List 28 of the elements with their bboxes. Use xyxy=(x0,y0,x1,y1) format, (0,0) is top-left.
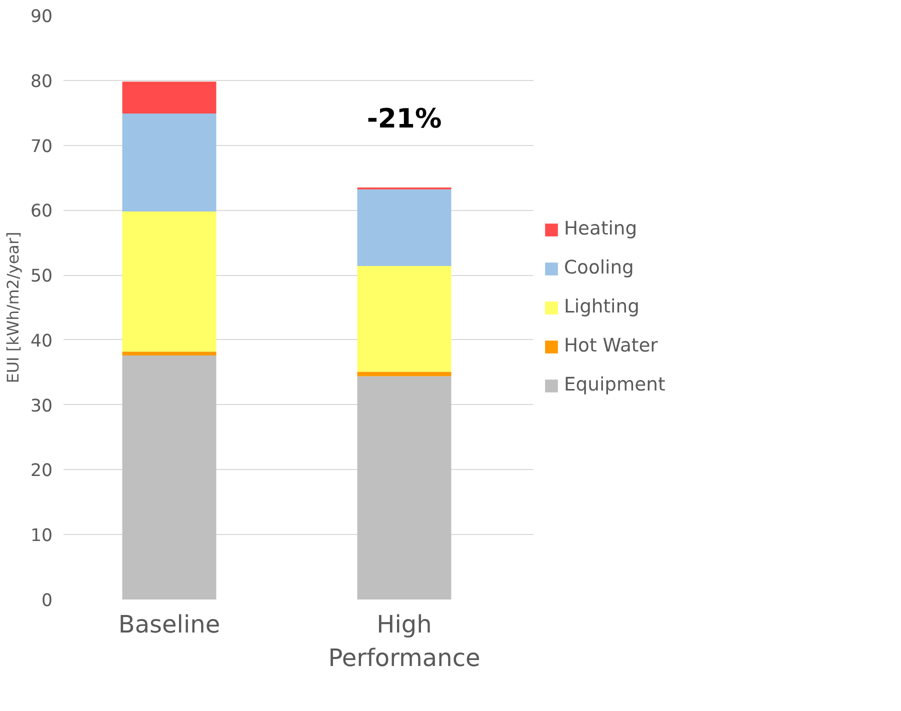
bar xyxy=(122,211,216,352)
legend-label: Cooling xyxy=(564,258,634,278)
bar xyxy=(122,113,216,212)
bar xyxy=(357,372,452,376)
bar xyxy=(357,266,452,372)
bar xyxy=(357,189,452,266)
y-tick-label: 50 xyxy=(30,266,53,287)
y-tick-label: 20 xyxy=(30,461,53,482)
y-tick-label: 30 xyxy=(30,396,53,416)
bar xyxy=(122,352,216,356)
x-tick-label: High Performance xyxy=(328,610,480,672)
bar xyxy=(122,82,216,114)
bar xyxy=(122,356,216,600)
bar xyxy=(357,376,452,600)
y-tick-label: 40 xyxy=(30,331,53,352)
y-tick-label: 70 xyxy=(30,136,53,157)
annotation: -21% xyxy=(366,104,442,134)
y-tick-label: 0 xyxy=(41,591,53,611)
y-tick-label: 10 xyxy=(30,526,53,546)
y-axis-title: EUI [kWh/m2/year] xyxy=(3,232,22,384)
legend-label: Hot Water xyxy=(564,336,658,356)
y-tick-label: 80 xyxy=(30,72,53,92)
legend-label: Equipment xyxy=(564,374,666,396)
x-tick-label: Baseline xyxy=(118,610,220,638)
y-tick-label: 90 xyxy=(30,7,53,27)
y-tick-label: 60 xyxy=(30,202,53,222)
legend-label: Heating xyxy=(564,218,638,240)
legend-label: Lighting xyxy=(564,296,640,318)
